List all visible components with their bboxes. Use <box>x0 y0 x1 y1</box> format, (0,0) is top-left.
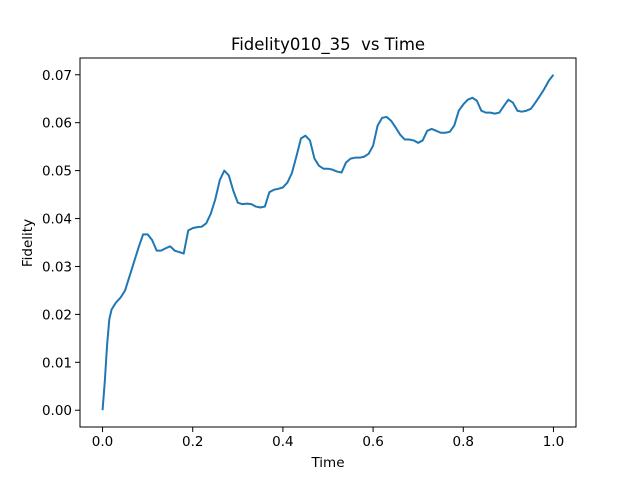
x-tick-label: 0.0 <box>92 434 113 450</box>
x-tick-label: 1.0 <box>543 434 564 450</box>
x-tick-label: 0.8 <box>453 434 474 450</box>
y-tick-label: 0.07 <box>42 68 72 84</box>
y-tick-label: 0.00 <box>42 403 72 419</box>
x-tick-label: 0.2 <box>182 434 203 450</box>
y-tick-label: 0.05 <box>42 164 72 180</box>
y-tick-label: 0.06 <box>42 116 72 132</box>
data-line <box>101 74 555 411</box>
y-tick-label: 0.01 <box>42 355 72 371</box>
y-tick-label: 0.02 <box>42 307 72 323</box>
x-tick-label: 0.6 <box>362 434 383 450</box>
y-tick-label: 0.03 <box>42 259 72 275</box>
x-tick-label: 0.4 <box>272 434 293 450</box>
axes-frame <box>79 57 577 428</box>
x-axis-label: Time <box>310 455 344 471</box>
chart-title: Fidelity010_35 vs Time <box>231 35 425 55</box>
y-tick-label: 0.04 <box>42 212 72 228</box>
y-axis-label: Fidelity <box>20 219 36 267</box>
